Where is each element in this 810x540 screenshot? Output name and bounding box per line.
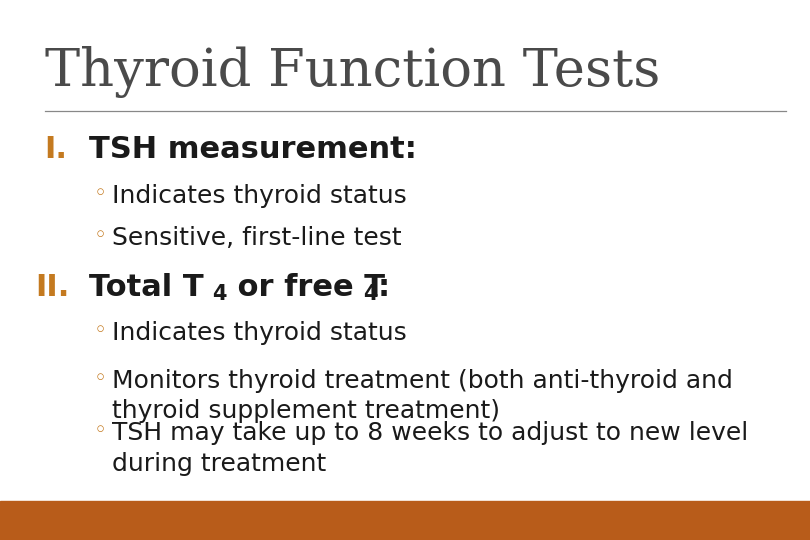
Text: II.: II. — [36, 273, 70, 302]
Text: ◦: ◦ — [93, 421, 106, 441]
Text: TSH may take up to 8 weeks to adjust to new level
during treatment: TSH may take up to 8 weeks to adjust to … — [112, 421, 748, 476]
Text: Indicates thyroid status: Indicates thyroid status — [112, 321, 407, 345]
Text: Monitors thyroid treatment (both anti-thyroid and
thyroid supplement treatment): Monitors thyroid treatment (both anti-th… — [112, 369, 733, 423]
Text: :: : — [377, 273, 390, 302]
Text: Total T: Total T — [89, 273, 204, 302]
FancyBboxPatch shape — [0, 501, 810, 540]
Text: Sensitive, first-line test: Sensitive, first-line test — [112, 226, 402, 249]
Text: Thyroid Function Tests: Thyroid Function Tests — [45, 46, 660, 98]
Text: TSH measurement:: TSH measurement: — [89, 135, 417, 164]
Text: ◦: ◦ — [93, 226, 106, 246]
Text: or free T: or free T — [227, 273, 385, 302]
Text: Indicates thyroid status: Indicates thyroid status — [112, 184, 407, 207]
Text: I.: I. — [45, 135, 67, 164]
Text: ◦: ◦ — [93, 369, 106, 389]
Text: ◦: ◦ — [93, 184, 106, 204]
Text: 4: 4 — [212, 284, 227, 303]
Text: 4: 4 — [363, 284, 377, 303]
Text: ◦: ◦ — [93, 321, 106, 341]
